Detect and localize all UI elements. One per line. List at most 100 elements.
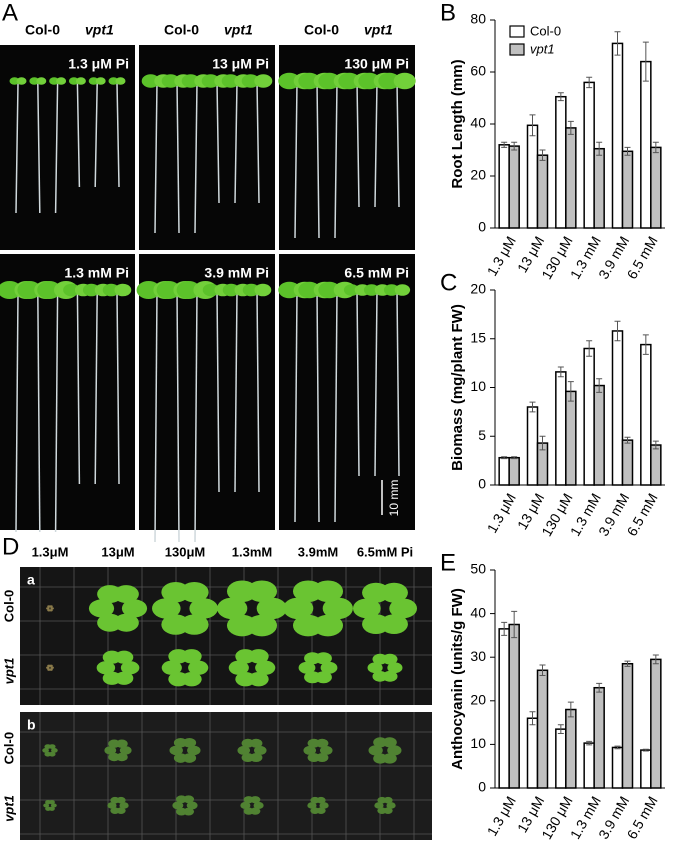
- leaf: [382, 737, 397, 748]
- bar: [593, 384, 605, 486]
- y-tick-label: 60: [470, 63, 486, 79]
- leaf: [88, 77, 99, 85]
- root: [334, 291, 338, 523]
- panel-letter: C: [440, 269, 457, 296]
- root: [374, 291, 378, 477]
- leaf: [49, 664, 53, 668]
- leaf: [226, 614, 258, 637]
- root: [116, 291, 120, 485]
- leaf: [256, 597, 287, 620]
- leaf: [50, 666, 54, 669]
- condition-label: 13 μM Pi: [212, 56, 269, 72]
- root: [294, 82, 298, 239]
- error-bar: [614, 745, 621, 750]
- root: [396, 291, 400, 477]
- leaf: [110, 807, 120, 814]
- condition-label: 1.3mM: [232, 544, 272, 559]
- leaf: [217, 597, 248, 620]
- panel-letter: E: [440, 549, 456, 576]
- leaf: [152, 598, 181, 619]
- error-bar: [624, 436, 631, 444]
- bar: [508, 145, 520, 229]
- bar: [621, 150, 634, 229]
- root: [54, 291, 59, 533]
- error-bar: [596, 141, 603, 156]
- leaf: [374, 802, 384, 809]
- legend-swatch: [509, 25, 525, 38]
- leaf: [161, 74, 180, 88]
- leaf: [50, 803, 57, 808]
- root: [216, 291, 220, 493]
- leaf: [186, 801, 198, 810]
- error-bar: [652, 440, 659, 450]
- root: [194, 82, 198, 234]
- y-axis-title: Biomass (mg/plant FW): [449, 304, 466, 471]
- leaf: [95, 77, 106, 85]
- leaf: [180, 582, 209, 603]
- error-bar: [586, 340, 593, 357]
- y-tick-label: 0: [478, 219, 486, 235]
- leaf: [248, 649, 269, 664]
- root: [356, 82, 360, 208]
- bar: [498, 456, 510, 486]
- bar: [498, 628, 510, 789]
- bar: [650, 658, 662, 789]
- leaf: [253, 801, 264, 810]
- root: [316, 82, 320, 239]
- leaf: [312, 580, 344, 603]
- leaf: [298, 281, 321, 299]
- error-bar: [501, 621, 508, 636]
- bar: [593, 147, 605, 229]
- leaf: [394, 284, 411, 296]
- root: [294, 291, 298, 523]
- leaf: [278, 72, 301, 90]
- error-bar: [501, 456, 508, 460]
- leaf: [387, 745, 402, 756]
- leaf: [318, 281, 341, 299]
- root: [194, 291, 198, 543]
- leaf: [319, 802, 329, 809]
- leaf: [250, 796, 261, 804]
- leaf: [108, 752, 121, 762]
- leaf: [307, 802, 317, 809]
- leaf: [338, 72, 361, 90]
- error-bar: [652, 654, 659, 665]
- leaf: [116, 796, 126, 804]
- leaf: [169, 745, 183, 756]
- leaf: [51, 748, 58, 753]
- leaf: [47, 609, 51, 612]
- genotype-label: vpt1: [1, 795, 16, 822]
- bar: [565, 127, 577, 229]
- root: [256, 291, 260, 493]
- condition-label: 6.5 mM Pi: [344, 265, 409, 281]
- leaf: [241, 753, 255, 763]
- leaf: [358, 72, 381, 90]
- root: [216, 82, 220, 204]
- root: [76, 291, 81, 485]
- condition-label: 13μM: [101, 544, 134, 559]
- error-bar: [642, 334, 649, 355]
- bar: [536, 669, 549, 789]
- leaf: [16, 77, 27, 85]
- root: [37, 291, 41, 533]
- panel-letter: A: [2, 0, 18, 26]
- leaf: [188, 660, 209, 675]
- genotype-label: Col-0: [25, 22, 60, 38]
- leaf: [68, 77, 79, 85]
- bar: [526, 406, 539, 486]
- leaf: [182, 737, 197, 748]
- leaf: [115, 739, 128, 748]
- leaf: [303, 745, 317, 755]
- bar: [555, 95, 567, 229]
- y-tick-label: 20: [470, 281, 486, 297]
- bar: [526, 717, 539, 789]
- leaf: [253, 745, 267, 755]
- condition-label: 1.3 μM Pi: [68, 56, 129, 72]
- error-bar: [557, 366, 564, 378]
- photo: [0, 45, 135, 250]
- bar: [593, 686, 605, 789]
- y-tick-label: 20: [470, 692, 486, 708]
- condition-label: 130 μM Pi: [344, 56, 409, 72]
- leaf: [102, 283, 120, 297]
